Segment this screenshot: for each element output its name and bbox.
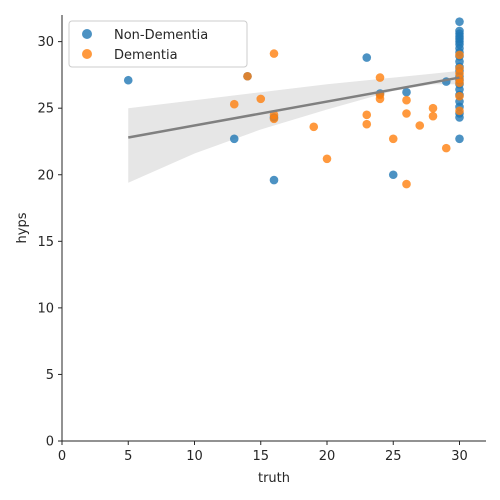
x-axis-label: truth (258, 471, 290, 486)
x-tick-label-5: 5 (124, 449, 132, 464)
legend-label-dementia: Dementia (114, 48, 178, 63)
point-dementia-19 (428, 111, 438, 121)
legend-marker-dementia (82, 49, 92, 59)
point-dementia-1 (243, 71, 252, 81)
confidence-band (128, 70, 460, 183)
point-non-dementia-7 (388, 170, 398, 180)
y-tick-label-15: 15 (37, 235, 54, 250)
point-dementia-10 (375, 73, 385, 82)
x-tick-label-25: 25 (385, 449, 402, 464)
point-non-dementia-31 (455, 113, 464, 122)
point-dementia-20 (441, 143, 451, 153)
point-non-dementia-10 (455, 17, 464, 26)
y-ticks: 0 5 10 15 20 25 30 (37, 35, 62, 450)
x-tick-label-15: 15 (252, 449, 269, 464)
y-tick-label-0: 0 (46, 435, 54, 450)
x-tick-label-20: 20 (319, 449, 336, 464)
point-dementia-15 (402, 109, 411, 118)
point-dementia-16 (402, 179, 411, 189)
point-dementia-26 (455, 91, 464, 101)
point-dementia-9 (362, 119, 372, 129)
point-dementia-3 (269, 49, 279, 58)
point-dementia-8 (362, 110, 372, 120)
legend: Non-Dementia Dementia (68, 20, 248, 68)
point-dementia-17 (415, 121, 425, 130)
point-dementia-0 (229, 99, 239, 109)
y-tick-label-20: 20 (37, 168, 54, 183)
y-tick-label-10: 10 (37, 301, 54, 316)
point-dementia-5 (269, 114, 279, 124)
y-tick-label-30: 30 (37, 35, 54, 50)
x-tick-label-10: 10 (186, 449, 203, 464)
regression-layer (128, 76, 460, 139)
point-dementia-7 (322, 154, 332, 164)
y-tick-label-5: 5 (46, 368, 54, 383)
point-dementia-12 (375, 94, 385, 104)
point-dementia-25 (455, 78, 464, 88)
point-dementia-21 (455, 50, 464, 60)
point-dementia-18 (428, 103, 438, 113)
x-tick-label-0: 0 (58, 449, 66, 464)
y-tick-label-25: 25 (37, 102, 54, 117)
legend-frame (68, 20, 248, 68)
axes-layer (61, 15, 486, 442)
x-ticks: 0 5 10 15 20 25 30 (58, 441, 468, 464)
legend-label-non-dementia: Non-Dementia (114, 28, 208, 43)
point-dementia-13 (388, 134, 398, 144)
point-non-dementia-32 (455, 134, 464, 144)
y-axis-label: hyps (15, 212, 30, 243)
point-dementia-2 (256, 94, 266, 104)
point-dementia-27 (455, 106, 464, 116)
regression-line (128, 76, 460, 139)
point-dementia-6 (309, 122, 319, 132)
point-non-dementia-5 (362, 53, 372, 62)
point-non-dementia-0 (123, 75, 133, 85)
point-dementia-14 (402, 95, 411, 105)
point-non-dementia-1 (229, 134, 239, 144)
point-non-dementia-8 (402, 87, 411, 97)
legend-marker-non-dementia (82, 29, 92, 39)
confidence-band-layer (128, 70, 460, 183)
x-tick-label-30: 30 (451, 449, 468, 464)
point-non-dementia-3 (269, 175, 279, 185)
